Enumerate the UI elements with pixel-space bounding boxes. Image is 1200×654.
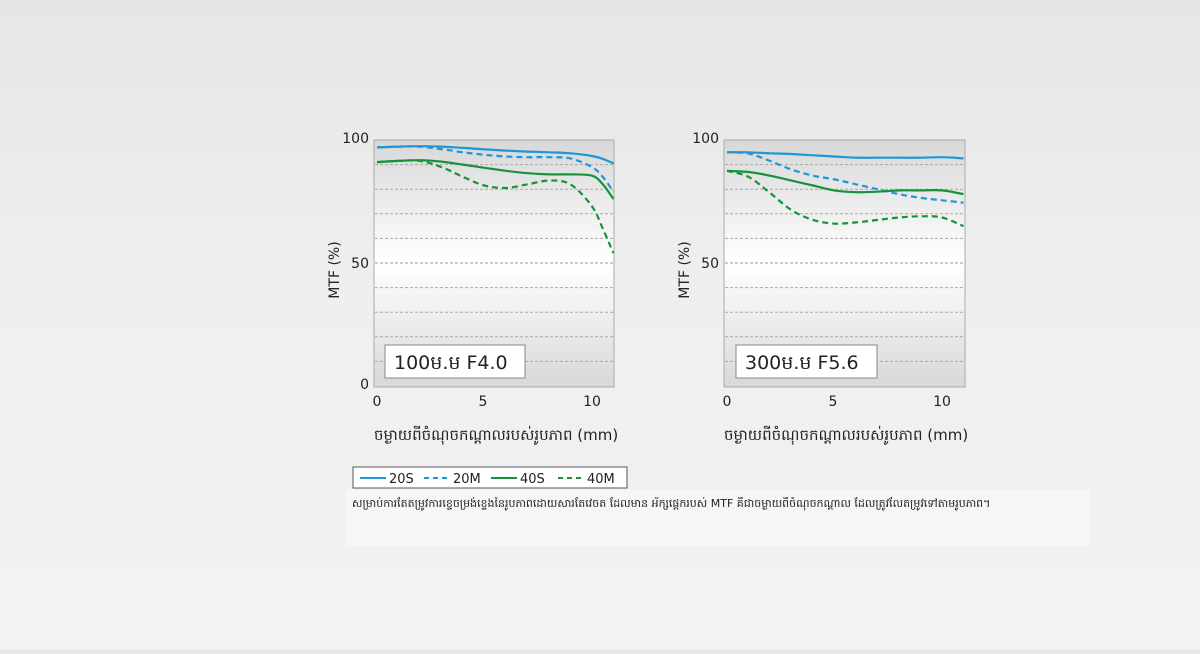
footnote: សម្រាប់ការតែតម្រូវការខ្ទេចម្រង់ខ្ទេងនៃរូ… bbox=[352, 497, 991, 510]
x-axis-title: ចម្ងាយពីចំណុចកណ្ដាលរបស់រូបភាព (mm) bbox=[724, 425, 968, 445]
footnote-background bbox=[346, 490, 1090, 546]
x-tick-label: 5 bbox=[829, 394, 838, 410]
badge-box bbox=[384, 344, 526, 379]
y-axis-title: MTF (%) bbox=[327, 241, 343, 298]
series-line-40m bbox=[726, 169, 964, 228]
series-line-20m bbox=[376, 145, 615, 193]
badge: 300ម.ម F5.6 bbox=[735, 344, 878, 379]
x-tick-label: 10 bbox=[583, 394, 601, 410]
legend-item-20m: 20M bbox=[424, 472, 481, 487]
series-group bbox=[376, 145, 615, 254]
legend-item-40m: 40M bbox=[558, 472, 615, 487]
y-tick-label: 50 bbox=[701, 256, 719, 272]
chart-panel-100mm: 100ម.ម F4.0 100 50 0 0 5 10 MTF (%) ចម្ង… bbox=[327, 131, 618, 445]
badge-label: 100ម.ម F4.0 bbox=[394, 352, 508, 374]
series-line-40m bbox=[376, 159, 615, 254]
x-tick-label: 10 bbox=[933, 394, 951, 410]
legend: 20S 20M 40S 40M bbox=[352, 466, 628, 489]
y-tick-label: 50 bbox=[351, 256, 369, 272]
y-tick-label: 100 bbox=[342, 131, 369, 147]
series-group bbox=[726, 151, 964, 228]
x-axis-title: ចម្ងាយពីចំណុចកណ្ដាលរបស់រូបភាព (mm) bbox=[374, 425, 618, 445]
legend-label: 40M bbox=[587, 472, 615, 487]
chart-panel-300mm: 300ម.ម F5.6 100 50 0 5 10 MTF (%) ចម្ងាយ… bbox=[677, 131, 968, 445]
legend-label: 40S bbox=[520, 472, 545, 487]
x-tick-label: 5 bbox=[479, 394, 488, 410]
legend-item-40s: 40S bbox=[491, 472, 545, 487]
badge-box bbox=[735, 344, 878, 379]
legend-label: 20S bbox=[389, 472, 414, 487]
badge-label: 300ម.ម F5.6 bbox=[745, 352, 859, 374]
x-tick-label: 0 bbox=[373, 394, 382, 410]
x-tick-label: 0 bbox=[723, 394, 732, 410]
legend-item-20s: 20S bbox=[360, 472, 414, 487]
legend-box bbox=[352, 466, 628, 489]
series-line-20m bbox=[726, 151, 964, 204]
y-axis-title: MTF (%) bbox=[677, 241, 693, 298]
series-line-40s bbox=[726, 169, 964, 196]
series-line-20s bbox=[726, 151, 964, 160]
y-tick-label: 0 bbox=[360, 377, 369, 393]
y-tick-label: 100 bbox=[692, 131, 719, 147]
legend-label: 20M bbox=[453, 472, 481, 487]
badge: 100ម.ម F4.0 bbox=[384, 344, 526, 379]
